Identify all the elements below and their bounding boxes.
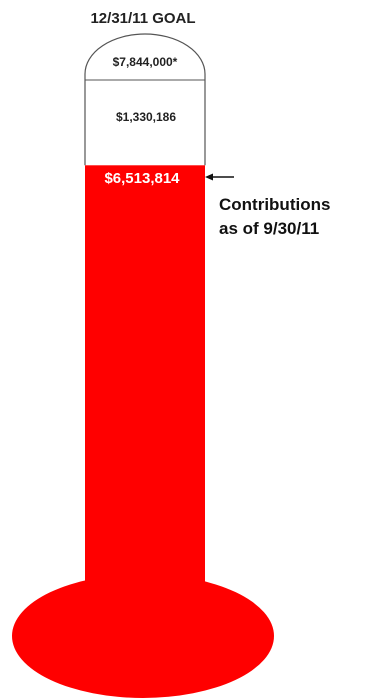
thermometer-tube-outline: [84, 33, 206, 166]
goal-value-label: $7,844,000*: [113, 55, 178, 69]
remaining-value-label: $1,330,186: [116, 110, 176, 124]
contributions-arrow-icon: [205, 173, 234, 181]
contributions-value-label: $6,513,814: [104, 170, 180, 187]
goal-title: 12/31/11 GOAL: [90, 10, 195, 27]
thermometer-bulb: [12, 574, 274, 698]
contributions-annotation-line1: Contributions: [219, 195, 330, 214]
contributions-fill-bar: [85, 165, 205, 601]
contributions-annotation-line2: as of 9/30/11: [219, 219, 319, 238]
